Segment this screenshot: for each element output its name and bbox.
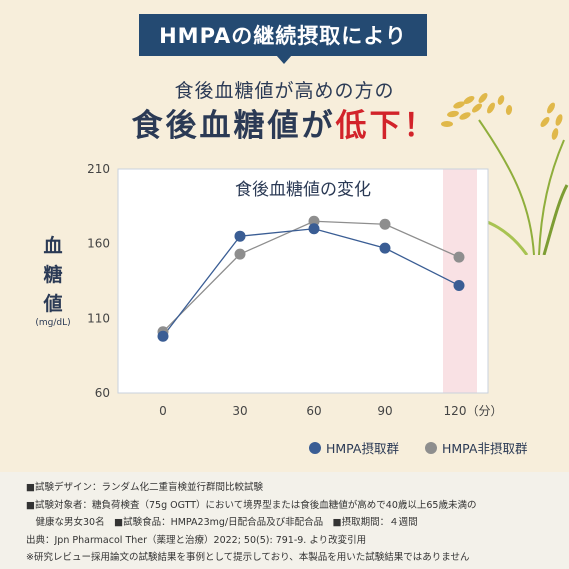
rice-plant-illustration: [441, 93, 569, 255]
banner-pointer: [276, 55, 292, 64]
data-point-hmpa: [234, 230, 246, 242]
y-tick-label: 110: [87, 311, 110, 325]
plot-border: [117, 168, 489, 394]
footnote-line: ■試験デザイン：ランダム化二重盲検並行群間比較試験: [26, 482, 263, 493]
y-tick-label: 160: [87, 237, 110, 251]
footnote-line: 健康な男女30名 ■試験食品：HMPA23mg/日配合品及び非配合品 ■摂取期間…: [26, 517, 418, 528]
plot-area: [118, 169, 488, 393]
headline-banner: HMPAの継続摂取により: [139, 14, 427, 56]
footnote-line: 出典：Jpn Pharmacol Ther（薬理と治療）2022; 50(5):…: [26, 534, 367, 546]
y-tick-label: 60: [95, 386, 110, 400]
footnote-text: ■試験デザイン：ランダム化二重盲検並行群間比較試験 ■試験対象者：糖負荷検査（7…: [26, 479, 556, 567]
data-point-hmpa: [453, 279, 465, 291]
legend-marker: [309, 442, 321, 454]
y-axis-unit: (mg/dL): [35, 318, 71, 328]
data-point-non-hmpa: [234, 248, 246, 260]
data-point-hmpa: [379, 242, 391, 254]
headline-emphasis: 低下！: [335, 108, 438, 144]
headline-part1: 食後血糖値が: [131, 108, 336, 144]
y-axis-label-char: 糖: [43, 264, 63, 286]
legend-label: HMPA摂取群: [326, 441, 399, 456]
footnote-panel: [0, 472, 569, 569]
subheadline: 食後血糖値が高めの方の: [174, 80, 395, 102]
x-tick-label: 0: [159, 404, 167, 418]
x-tick-label: 120（分）: [444, 404, 503, 418]
x-tick-label: 90: [377, 404, 392, 418]
blood-glucose-line-chart: 食後血糖値の変化 60 110 160 210 0 30 60 90 120（分） HMPA摂取群 H…: [87, 162, 528, 456]
data-point-non-hmpa: [379, 218, 391, 230]
y-axis-label: 血 糖 値: [38, 232, 68, 319]
data-point-non-hmpa: [453, 251, 465, 263]
legend-marker: [425, 442, 437, 454]
legend-label: HMPA非摂取群: [442, 441, 528, 456]
chart-title: 食後血糖値の変化: [235, 180, 371, 200]
footnote-line: ■試験対象者：糖負荷検査（75g OGTT）において境界型または食後血糖値が高め…: [26, 499, 477, 511]
y-axis-label-char: 血: [43, 235, 63, 257]
data-point-hmpa: [308, 223, 320, 235]
x-tick-label: 60: [306, 404, 321, 418]
y-tick-label: 210: [87, 162, 110, 176]
data-point-hmpa: [157, 330, 169, 342]
footnote-line: ※研究レビュー採用論文の試験結果を事例として提示しており、本製品を用いた試験結果…: [26, 552, 470, 563]
x-tick-label: 30: [232, 404, 247, 418]
y-axis-label-char: 値: [43, 293, 63, 315]
headline: 食後血糖値が低下！: [0, 100, 569, 145]
